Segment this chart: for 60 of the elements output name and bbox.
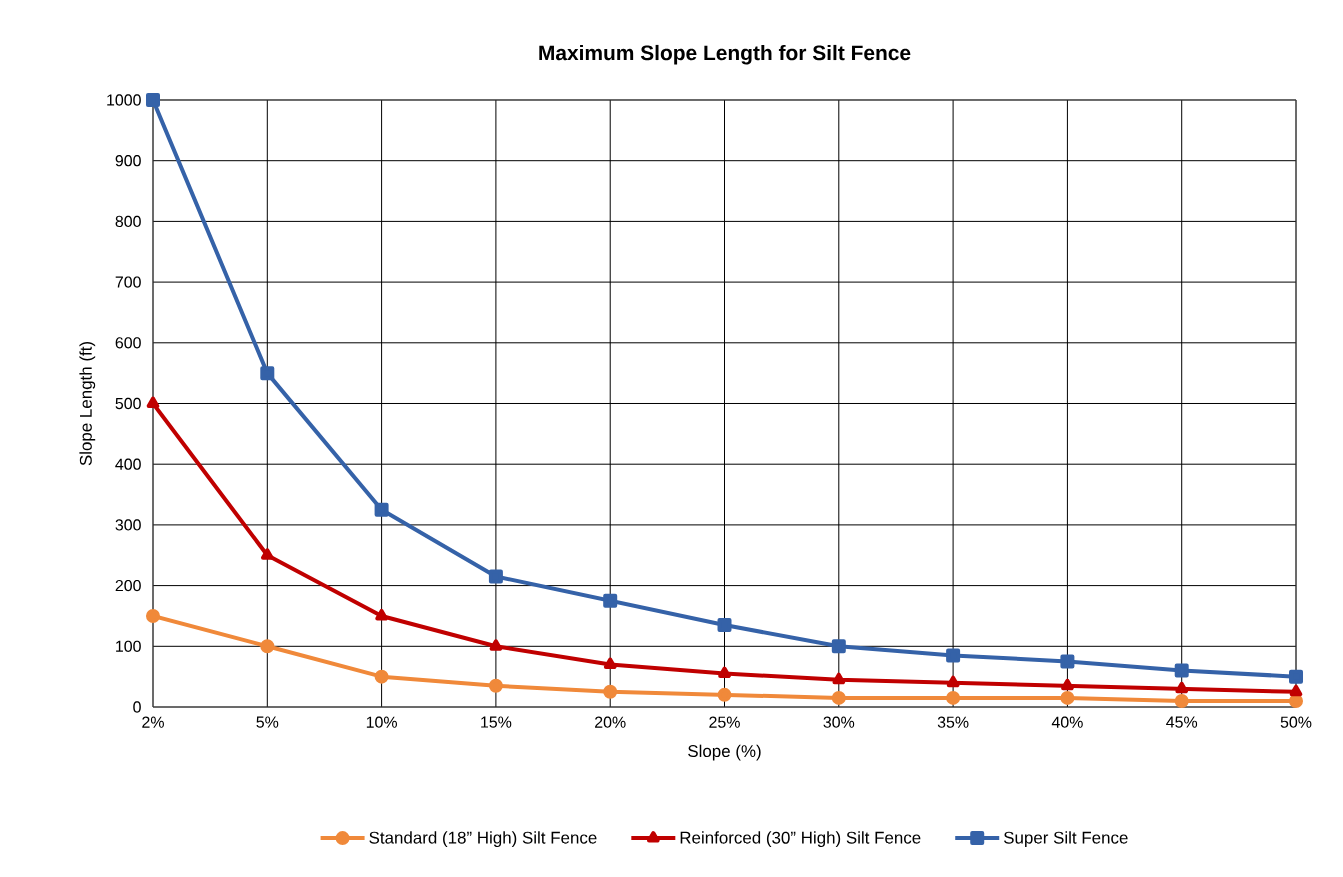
point — [488, 678, 503, 693]
point — [374, 502, 389, 517]
x-tick-label: 15% — [481, 716, 512, 728]
point — [831, 639, 846, 654]
point — [1060, 654, 1075, 669]
point — [260, 548, 274, 560]
legend-label: Super Silt Fence — [1003, 831, 1128, 848]
legend-label: Reinforced (30” High) Silt Fence — [680, 831, 921, 848]
point — [260, 639, 275, 654]
x-axis-title: Slope (%) — [688, 744, 761, 761]
y-tick-label: 300 — [115, 519, 141, 531]
y-axis-title: Slope Length (ft) — [79, 341, 96, 466]
point — [717, 687, 732, 702]
x-tick-label: 5% — [256, 716, 279, 728]
point — [1174, 663, 1189, 678]
point — [1289, 669, 1304, 684]
point — [375, 608, 388, 621]
point — [946, 690, 961, 705]
point — [1061, 678, 1074, 691]
y-tick-label: 200 — [115, 579, 141, 592]
point — [146, 396, 160, 408]
point — [1175, 681, 1189, 694]
point — [832, 672, 846, 685]
point — [374, 669, 389, 684]
point — [1060, 690, 1075, 705]
point — [146, 92, 160, 107]
chart-title: Maximum Slope Length for Silt Fence — [539, 44, 911, 65]
y-tick-label: 1000 — [107, 94, 141, 106]
point — [489, 639, 503, 651]
y-tick-label: 100 — [116, 640, 141, 652]
point — [946, 675, 960, 688]
x-tick-label: 20% — [595, 716, 626, 728]
y-tick-label: 900 — [115, 155, 141, 167]
x-tick-label: 40% — [1051, 716, 1083, 728]
point — [603, 684, 618, 699]
x-tick-label: 30% — [823, 716, 855, 728]
x-tick-label: 50% — [1280, 716, 1312, 728]
x-tick-label: 2% — [142, 716, 164, 728]
point — [946, 648, 961, 663]
x-tick-label: 35% — [937, 716, 969, 728]
y-tick-label: 600 — [115, 337, 141, 349]
point — [603, 657, 617, 670]
point — [260, 366, 275, 381]
point — [146, 608, 160, 623]
legend-label: Standard (18” High) Silt Fence — [369, 831, 597, 848]
x-tick-label: 45% — [1166, 716, 1198, 728]
x-tick-label: 25% — [709, 716, 740, 728]
point — [1174, 693, 1189, 708]
y-tick-label: 800 — [115, 215, 141, 228]
y-tick-label: 500 — [115, 397, 141, 410]
y-tick-label: 0 — [133, 701, 141, 713]
point — [603, 593, 618, 608]
point — [718, 666, 731, 679]
y-tick-label: 400 — [115, 458, 141, 470]
point — [488, 569, 503, 584]
point — [831, 690, 846, 705]
x-tick-label: 10% — [366, 716, 397, 728]
y-tick-label: 700 — [115, 276, 141, 288]
point — [717, 618, 732, 633]
point — [1289, 684, 1303, 697]
